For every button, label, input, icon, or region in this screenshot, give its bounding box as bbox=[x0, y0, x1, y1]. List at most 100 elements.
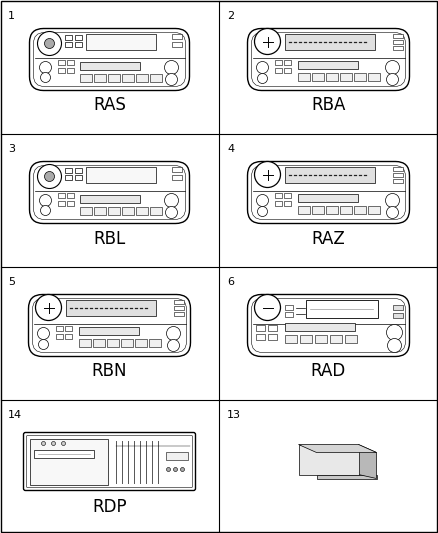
Bar bbox=[392, 34, 403, 37]
Bar bbox=[67, 200, 74, 206]
Bar bbox=[392, 312, 403, 318]
Bar bbox=[392, 304, 403, 310]
Circle shape bbox=[166, 74, 177, 85]
Bar bbox=[57, 60, 64, 64]
Bar bbox=[67, 192, 74, 198]
Circle shape bbox=[166, 206, 177, 219]
Bar bbox=[268, 334, 276, 340]
Text: 5: 5 bbox=[8, 277, 15, 287]
Bar bbox=[283, 68, 290, 72]
Bar bbox=[285, 322, 354, 330]
Bar bbox=[297, 61, 357, 69]
Circle shape bbox=[180, 467, 184, 472]
Bar bbox=[64, 334, 71, 338]
Bar bbox=[255, 334, 265, 340]
Bar bbox=[172, 42, 181, 46]
Circle shape bbox=[386, 74, 399, 85]
Bar bbox=[314, 335, 326, 343]
Bar bbox=[173, 305, 184, 310]
Bar bbox=[120, 338, 133, 346]
Bar bbox=[80, 61, 139, 69]
Bar bbox=[305, 300, 378, 318]
Circle shape bbox=[38, 31, 61, 55]
Bar bbox=[329, 335, 342, 343]
Circle shape bbox=[258, 206, 268, 216]
Circle shape bbox=[42, 441, 46, 446]
Bar bbox=[149, 74, 162, 82]
Bar bbox=[92, 338, 105, 346]
Text: 2: 2 bbox=[227, 11, 234, 21]
FancyBboxPatch shape bbox=[251, 166, 406, 220]
Text: RAZ: RAZ bbox=[311, 230, 346, 247]
Bar bbox=[275, 68, 282, 72]
Text: 4: 4 bbox=[227, 144, 234, 154]
Bar bbox=[345, 335, 357, 343]
Bar bbox=[255, 325, 265, 330]
Bar bbox=[78, 327, 138, 335]
Circle shape bbox=[39, 340, 49, 350]
Bar bbox=[107, 206, 120, 214]
Bar bbox=[285, 166, 374, 182]
Bar bbox=[67, 60, 74, 64]
Bar bbox=[57, 200, 64, 206]
Bar bbox=[33, 449, 93, 457]
Bar bbox=[166, 451, 187, 459]
Bar bbox=[64, 42, 71, 46]
Bar bbox=[283, 200, 290, 206]
Text: RBN: RBN bbox=[92, 362, 127, 381]
Bar bbox=[367, 206, 379, 214]
Bar bbox=[74, 174, 81, 180]
Circle shape bbox=[173, 467, 177, 472]
Bar bbox=[339, 72, 352, 80]
Bar bbox=[64, 167, 71, 173]
Bar bbox=[29, 439, 107, 484]
Circle shape bbox=[165, 193, 179, 207]
Bar bbox=[275, 60, 282, 64]
Bar bbox=[283, 60, 290, 64]
Circle shape bbox=[166, 467, 170, 472]
Bar bbox=[80, 74, 92, 82]
Text: RBL: RBL bbox=[93, 230, 126, 247]
FancyBboxPatch shape bbox=[251, 298, 406, 352]
Bar bbox=[172, 166, 181, 172]
Text: 3: 3 bbox=[8, 144, 15, 154]
Bar bbox=[134, 338, 146, 346]
Bar bbox=[300, 335, 311, 343]
Circle shape bbox=[39, 61, 52, 74]
Circle shape bbox=[61, 441, 66, 446]
FancyBboxPatch shape bbox=[29, 161, 190, 223]
Bar bbox=[285, 34, 374, 50]
Circle shape bbox=[257, 195, 268, 206]
Circle shape bbox=[258, 74, 268, 84]
Bar bbox=[285, 304, 293, 310]
Text: RBA: RBA bbox=[311, 96, 346, 115]
Bar bbox=[325, 206, 338, 214]
Circle shape bbox=[386, 206, 399, 219]
FancyBboxPatch shape bbox=[27, 435, 192, 488]
Text: RDP: RDP bbox=[92, 497, 127, 515]
Bar bbox=[275, 200, 282, 206]
Circle shape bbox=[388, 338, 402, 352]
Text: RAD: RAD bbox=[311, 362, 346, 381]
Bar bbox=[93, 206, 106, 214]
Bar bbox=[121, 74, 134, 82]
Bar bbox=[275, 192, 282, 198]
Circle shape bbox=[257, 61, 268, 74]
Circle shape bbox=[254, 161, 280, 188]
Polygon shape bbox=[299, 445, 377, 453]
Bar bbox=[135, 74, 148, 82]
Bar bbox=[148, 338, 160, 346]
Bar bbox=[173, 311, 184, 316]
Bar bbox=[121, 206, 134, 214]
Text: 6: 6 bbox=[227, 277, 234, 287]
FancyBboxPatch shape bbox=[247, 161, 410, 223]
FancyBboxPatch shape bbox=[247, 295, 410, 357]
Polygon shape bbox=[299, 445, 358, 474]
Polygon shape bbox=[317, 474, 377, 479]
Bar bbox=[74, 167, 81, 173]
FancyBboxPatch shape bbox=[33, 33, 186, 86]
Bar bbox=[85, 34, 155, 50]
Bar bbox=[172, 34, 181, 38]
Text: 13: 13 bbox=[227, 410, 241, 420]
Bar bbox=[80, 206, 92, 214]
